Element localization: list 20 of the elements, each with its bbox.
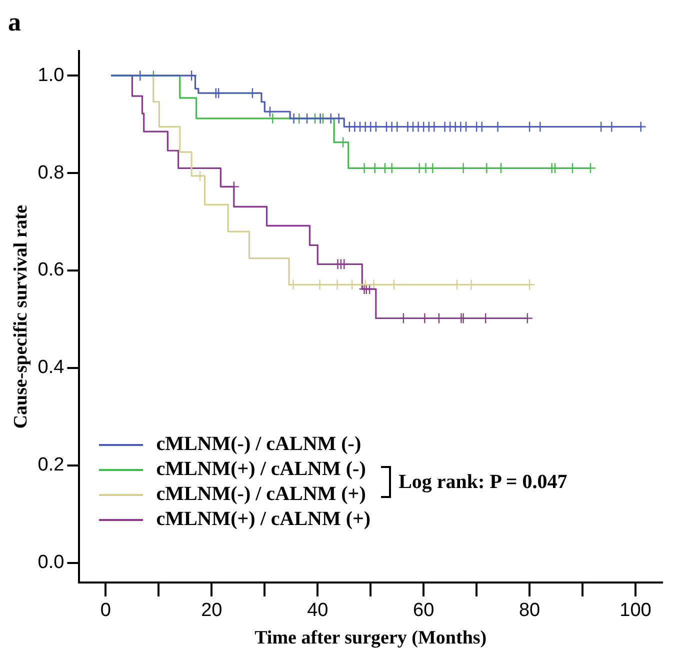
- legend-label: cMLNM(-) / cALNM (-): [156, 433, 362, 456]
- text: 0.0: [38, 552, 64, 574]
- legend-label: cMLNM(+) / cALNM (+): [156, 508, 371, 532]
- x-tick-label: 40: [307, 600, 328, 622]
- legend-label: cMLNM(-) / cALNM (+): [156, 483, 366, 506]
- x-tick-label: 60: [413, 600, 434, 622]
- y-tick-label: 0.4: [38, 357, 65, 378]
- chart-title: a: [8, 7, 21, 36]
- y-tick-label: 0.8: [38, 162, 64, 184]
- x-tick-label: 100: [620, 600, 652, 622]
- x-axis-title: Time after surgery (Months): [254, 628, 487, 649]
- annotation: Log rank: P = 0.047: [398, 470, 568, 493]
- text: 1.0: [38, 64, 64, 86]
- y-tick-label: 0.6: [38, 260, 64, 281]
- x-tick-label: 0: [100, 600, 111, 622]
- x-tick-label: 80: [518, 600, 540, 622]
- y-tick-label: 0.2: [38, 454, 64, 476]
- y-axis-title: Cause-specific survival rate: [10, 204, 32, 429]
- legend-label: cMLNM(+) / cALNM (-): [156, 458, 366, 482]
- x-tick-label: 20: [201, 600, 222, 622]
